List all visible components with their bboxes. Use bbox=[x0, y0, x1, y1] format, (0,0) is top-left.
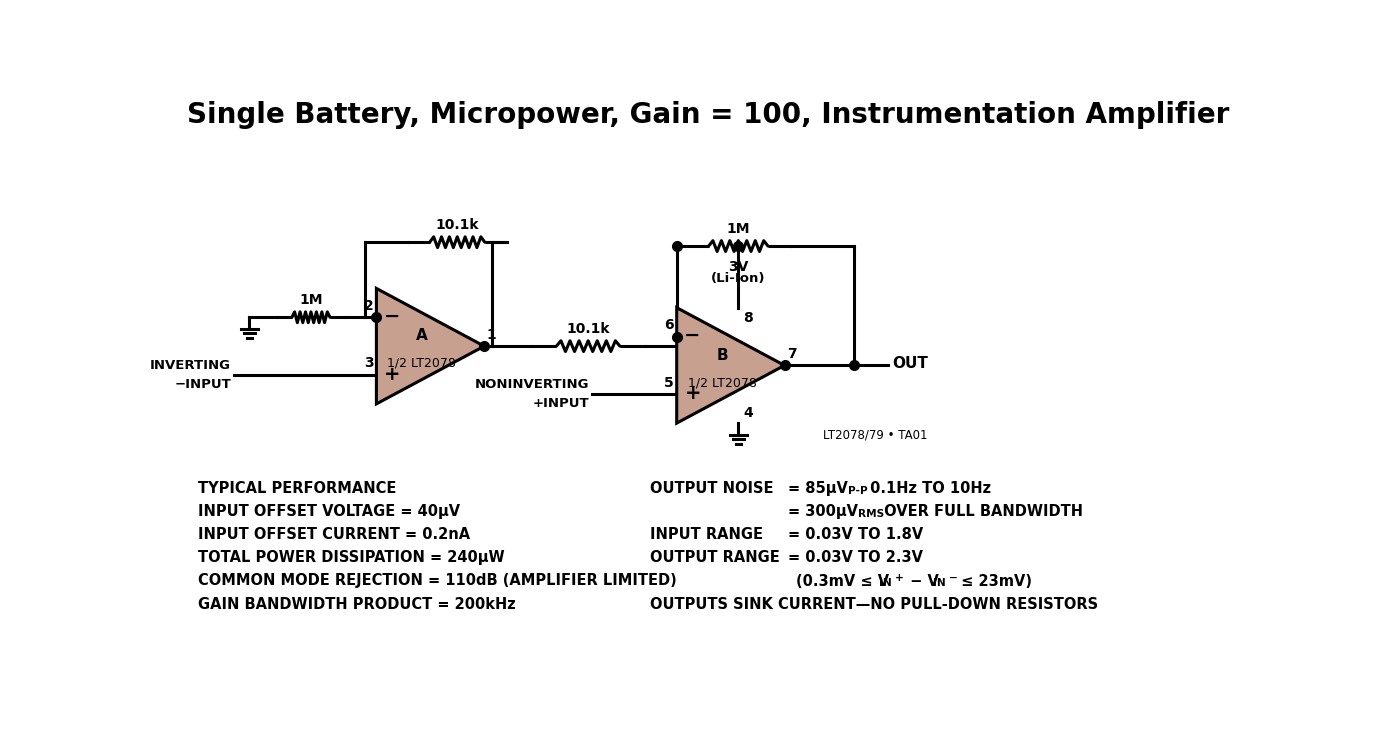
Text: 6: 6 bbox=[663, 318, 673, 332]
Text: B: B bbox=[716, 348, 728, 362]
Text: RMS: RMS bbox=[858, 509, 883, 519]
Text: INPUT OFFSET CURRENT = 0.2nA: INPUT OFFSET CURRENT = 0.2nA bbox=[198, 527, 470, 542]
Text: TOTAL POWER DISSIPATION = 240μW: TOTAL POWER DISSIPATION = 240μW bbox=[198, 551, 504, 565]
Text: +INPUT: +INPUT bbox=[532, 398, 589, 410]
Text: = 0.03V TO 1.8V: = 0.03V TO 1.8V bbox=[788, 527, 923, 542]
Text: IN: IN bbox=[933, 578, 945, 588]
Text: −INPUT: −INPUT bbox=[174, 378, 231, 391]
Text: ≤ 23mV): ≤ 23mV) bbox=[956, 573, 1032, 589]
Text: Single Battery, Micropower, Gain = 100, Instrumentation Amplifier: Single Battery, Micropower, Gain = 100, … bbox=[187, 101, 1230, 129]
Text: 2: 2 bbox=[363, 298, 373, 312]
Text: 3V: 3V bbox=[728, 260, 749, 274]
Text: +: + bbox=[384, 365, 401, 384]
Text: OUTPUT RANGE: OUTPUT RANGE bbox=[650, 551, 779, 565]
Text: OUTPUT NOISE: OUTPUT NOISE bbox=[650, 481, 774, 496]
Text: 4: 4 bbox=[744, 406, 753, 420]
Polygon shape bbox=[376, 288, 484, 404]
Text: INVERTING: INVERTING bbox=[149, 359, 231, 372]
Text: (Li-Ion): (Li-Ion) bbox=[712, 272, 766, 285]
Text: COMMON MODE REJECTION = 110dB (AMPLIFIER LIMITED): COMMON MODE REJECTION = 110dB (AMPLIFIER… bbox=[198, 573, 677, 589]
Text: 1M: 1M bbox=[727, 222, 750, 236]
Text: 10.1k: 10.1k bbox=[435, 218, 480, 232]
Text: P-P: P-P bbox=[849, 486, 868, 496]
Text: INPUT RANGE: INPUT RANGE bbox=[650, 527, 768, 542]
Text: OUTPUTS SINK CURRENT—NO PULL-DOWN RESISTORS: OUTPUTS SINK CURRENT—NO PULL-DOWN RESIST… bbox=[650, 597, 1097, 612]
Text: LT2078/79 • TA01: LT2078/79 • TA01 bbox=[824, 429, 927, 441]
Text: INPUT OFFSET VOLTAGE = 40μV: INPUT OFFSET VOLTAGE = 40μV bbox=[198, 504, 460, 519]
Text: − V: − V bbox=[905, 573, 940, 589]
Text: 1/2 LT2078: 1/2 LT2078 bbox=[687, 376, 756, 390]
Text: 1: 1 bbox=[486, 328, 496, 342]
Text: IN: IN bbox=[879, 578, 891, 588]
Text: = 300μV: = 300μV bbox=[788, 504, 858, 519]
Text: (0.3mV ≤ V: (0.3mV ≤ V bbox=[796, 573, 889, 589]
Text: 7: 7 bbox=[786, 347, 796, 361]
Text: A: A bbox=[416, 329, 427, 343]
Text: 3: 3 bbox=[363, 356, 373, 370]
Text: +: + bbox=[684, 384, 701, 403]
Text: −: − bbox=[384, 307, 401, 326]
Text: = 85μV: = 85μV bbox=[788, 481, 849, 496]
Text: −: − bbox=[948, 573, 958, 583]
Text: 1/2 LT2078: 1/2 LT2078 bbox=[387, 357, 456, 370]
Text: −: − bbox=[684, 326, 701, 345]
Text: 0.1Hz TO 10Hz: 0.1Hz TO 10Hz bbox=[865, 481, 991, 496]
Text: NONINVERTING: NONINVERTING bbox=[474, 379, 589, 391]
Text: 5: 5 bbox=[663, 376, 673, 390]
Text: = 0.03V TO 2.3V: = 0.03V TO 2.3V bbox=[788, 551, 923, 565]
Text: 10.1k: 10.1k bbox=[567, 322, 609, 336]
Text: OUT: OUT bbox=[893, 356, 929, 371]
Text: GAIN BANDWIDTH PRODUCT = 200kHz: GAIN BANDWIDTH PRODUCT = 200kHz bbox=[198, 597, 515, 612]
Text: OVER FULL BANDWIDTH: OVER FULL BANDWIDTH bbox=[879, 504, 1083, 519]
Text: +: + bbox=[894, 573, 904, 583]
Text: TYPICAL PERFORMANCE: TYPICAL PERFORMANCE bbox=[198, 481, 397, 496]
Polygon shape bbox=[677, 308, 785, 423]
Text: 8: 8 bbox=[744, 311, 753, 325]
Text: 1M: 1M bbox=[300, 293, 323, 307]
